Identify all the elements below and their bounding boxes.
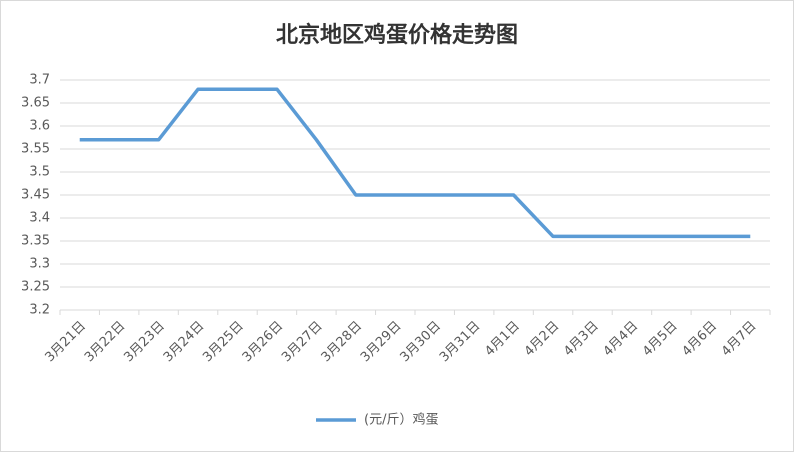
chart-title: 北京地区鸡蛋价格走势图	[276, 22, 518, 48]
y-tick-label: 3.35	[21, 234, 50, 249]
y-tick-label: 3.2	[29, 303, 50, 318]
y-tick-label: 3.6	[29, 119, 50, 134]
line-series	[79, 87, 751, 239]
legend-label: (元/斤）鸡蛋	[364, 412, 438, 428]
y-tick-label: 3.4	[29, 211, 50, 226]
y-tick-label: 3.7	[29, 73, 50, 88]
y-tick-label: 3.5	[29, 165, 50, 180]
y-tick-label: 3.65	[21, 96, 50, 111]
y-tick-label: 3.3	[29, 257, 50, 272]
y-tick-label: 3.45	[21, 188, 50, 203]
y-tick-label: 3.55	[21, 142, 50, 157]
y-tick-label: 3.25	[21, 280, 50, 295]
